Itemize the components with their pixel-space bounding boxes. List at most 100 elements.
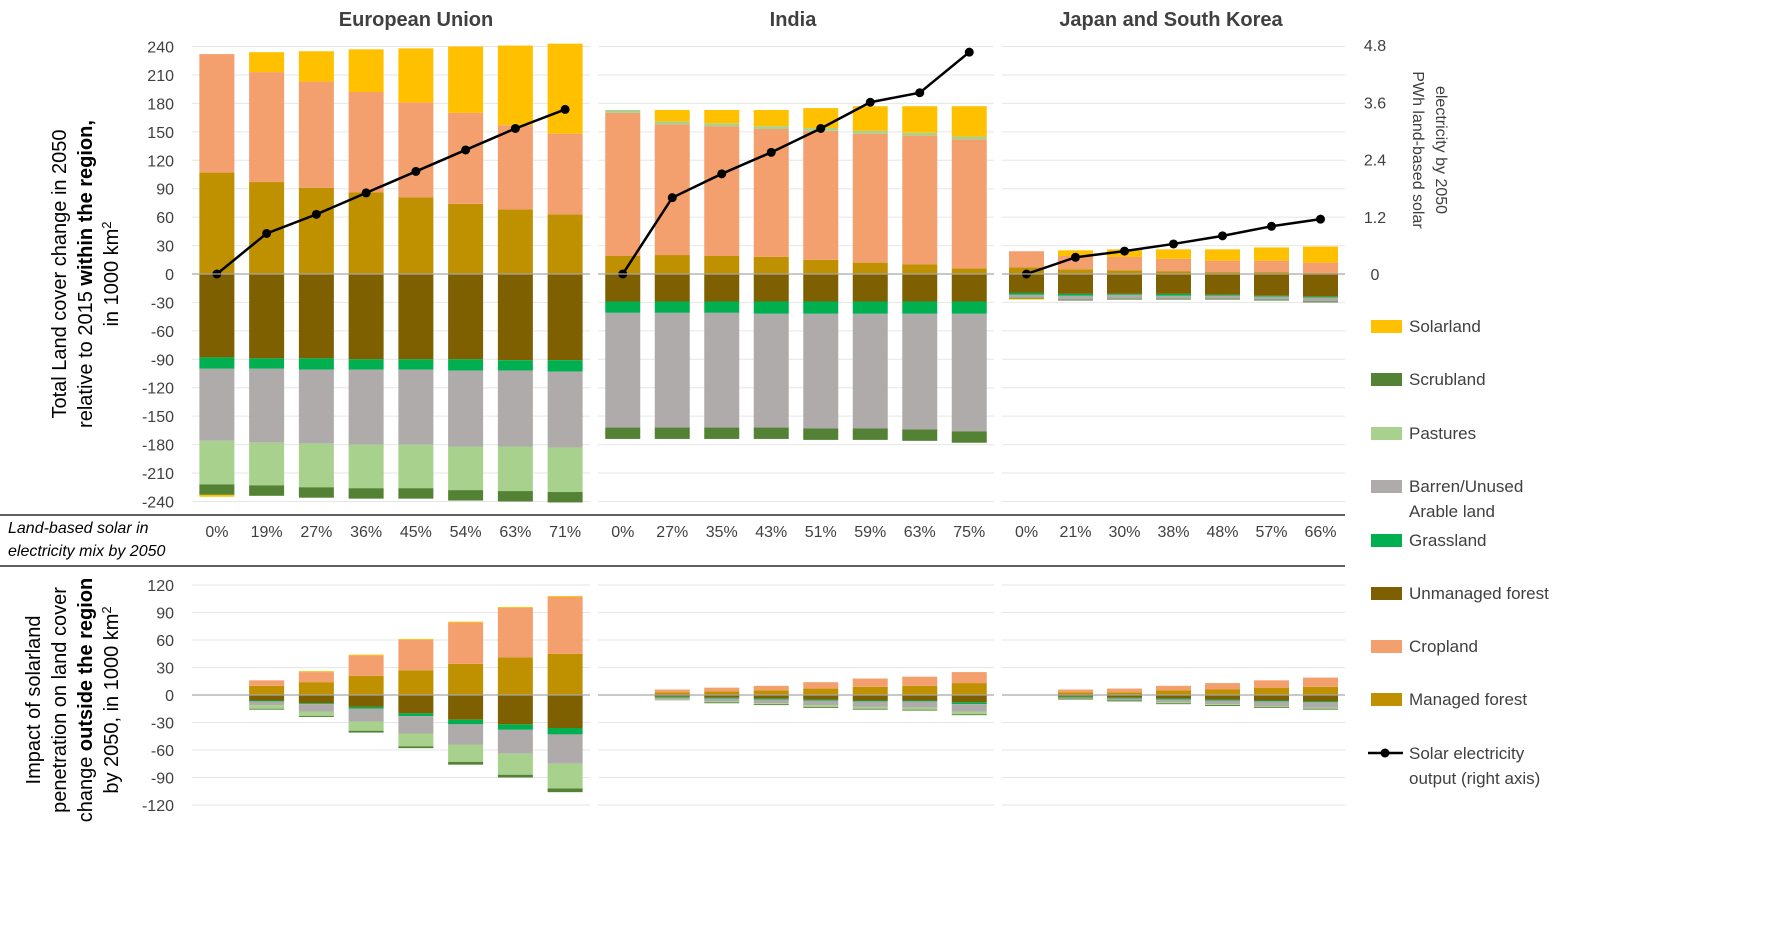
bar-top-european-union-solarland	[249, 52, 285, 73]
mix-label-india: 35%	[706, 524, 738, 541]
bar-top-european-union-managed-forest	[199, 172, 235, 274]
right-y-axis-label: PWh land-based solar	[1409, 71, 1426, 229]
bar-top-japan-and-south-korea-unmanaged-forest	[1156, 274, 1191, 294]
bar-top-european-union-barren-unused-arable-land	[547, 371, 583, 448]
bar-outside-european-union-grassland	[249, 700, 285, 702]
right-y-tick: 2.4	[1364, 153, 1386, 170]
bar-outside-japan-and-south-korea-scrubland	[1205, 705, 1240, 707]
bar-top-european-union-solarland	[298, 51, 334, 82]
bar-outside-european-union-cropland	[448, 622, 484, 664]
bar-outside-european-union-unmanaged-forest	[249, 695, 285, 701]
bar-top-european-union-pastures	[298, 443, 334, 488]
bar-top-european-union-solarland	[348, 49, 384, 93]
bar-outside-india-unmanaged-forest	[902, 695, 938, 701]
bar-top-japan-and-south-korea-grassland	[1254, 295, 1289, 297]
bar-top-india-unmanaged-forest	[654, 274, 690, 302]
mix-label-japan-and-south-korea: 30%	[1108, 524, 1140, 541]
bar-outside-european-union-scrubland	[547, 788, 583, 793]
bar-outside-india-barren-unused-arable-land	[704, 698, 740, 702]
bar-outside-european-union-managed-forest	[298, 682, 334, 695]
bar-top-japan-and-south-korea-barren-unused-arable-land	[1254, 296, 1289, 300]
solar-output-point-european-union	[411, 166, 421, 176]
bar-outside-japan-and-south-korea-unmanaged-forest	[1058, 695, 1093, 697]
bar-outside-japan-and-south-korea-barren-unused-arable-land	[1107, 698, 1142, 701]
solar-output-point-japan-and-south-korea	[1071, 252, 1080, 262]
bar-top-india-barren-unused-arable-land	[852, 313, 888, 429]
bar-outside-india-unmanaged-forest	[704, 695, 740, 698]
legend-label-managed-forest: Managed forest	[1409, 690, 1527, 709]
bar-outside-japan-and-south-korea-unmanaged-forest	[1205, 695, 1240, 700]
bar-outside-european-union-barren-unused-arable-land	[547, 734, 583, 764]
legend-swatch-managed-forest	[1371, 693, 1402, 706]
bar-top-japan-and-south-korea-unmanaged-forest	[1254, 274, 1289, 296]
bar-outside-japan-and-south-korea-pastures	[1205, 704, 1240, 706]
bar-top-european-union-cropland	[249, 72, 285, 183]
bar-top-japan-and-south-korea-solarland	[1254, 247, 1289, 261]
right-y-axis-label: electricity by 2050	[1432, 86, 1449, 214]
top-y-tick: -210	[142, 466, 174, 483]
bar-top-european-union-solarland	[497, 45, 533, 126]
bar-top-european-union-managed-forest	[448, 203, 484, 274]
bar-outside-european-union-managed-forest	[497, 657, 533, 695]
mix-label-japan-and-south-korea: 0%	[1015, 524, 1038, 541]
bar-outside-india-barren-unused-arable-land	[852, 701, 888, 707]
bar-outside-european-union-managed-forest	[547, 653, 583, 695]
bar-outside-india-pastures	[753, 703, 789, 705]
bar-top-india-cropland	[951, 139, 987, 269]
legend-swatch-grassland	[1371, 534, 1402, 547]
mix-label-european-union: 54%	[450, 524, 482, 541]
solar-output-point-india	[667, 193, 677, 203]
bar-outside-india-grassland	[902, 700, 938, 702]
bar-top-india-managed-forest	[654, 255, 690, 274]
bar-outside-european-union-solarland	[497, 606, 533, 608]
legend-label-grassland: Grassland	[1409, 531, 1486, 550]
legend-label-arable-land: Arable land	[1409, 502, 1495, 521]
bar-top-european-union-scrubland	[199, 484, 235, 495]
top-y-tick: 0	[165, 267, 174, 284]
bar-outside-japan-and-south-korea-managed-forest	[1205, 689, 1240, 695]
solar-output-point-japan-and-south-korea	[1316, 214, 1325, 224]
bar-outside-european-union-managed-forest	[448, 663, 484, 695]
right-y-tick: 4.8	[1364, 38, 1386, 55]
bar-outside-india-unmanaged-forest	[654, 695, 690, 697]
mix-label-european-union: 27%	[300, 524, 332, 541]
bar-outside-european-union-scrubland	[448, 761, 484, 765]
mix-label-european-union: 0%	[205, 524, 228, 541]
bottom-y-axis-label: change outside the region	[75, 578, 97, 823]
mix-label-india: 51%	[805, 524, 837, 541]
bar-outside-european-union-solarland	[298, 671, 334, 673]
top-y-axis-label-bold: within the region,	[75, 120, 97, 287]
bar-top-india-unmanaged-forest	[902, 274, 938, 302]
bar-outside-japan-and-south-korea-scrubland	[1058, 698, 1093, 700]
bar-outside-european-union-unmanaged-forest	[298, 695, 334, 704]
bar-top-japan-and-south-korea-cropland	[1156, 258, 1191, 272]
bar-top-india-managed-forest	[704, 255, 740, 274]
top-y-tick: -240	[142, 494, 174, 511]
bar-outside-european-union-solarland	[348, 654, 384, 656]
bar-outside-india-unmanaged-forest	[803, 695, 839, 700]
bar-outside-european-union-solarland	[448, 621, 484, 623]
bar-outside-india-scrubland	[951, 714, 987, 716]
bar-top-india-managed-forest	[753, 256, 789, 274]
bar-outside-india-pastures	[951, 711, 987, 715]
bar-top-european-union-scrubland	[497, 491, 533, 502]
bar-outside-india-scrubland	[803, 706, 839, 708]
solar-output-point-india	[816, 123, 826, 133]
bar-top-european-union-cropland	[298, 81, 334, 188]
bar-outside-japan-and-south-korea-barren-unused-arable-land	[1205, 700, 1240, 705]
bar-top-european-union-barren-unused-arable-land	[398, 369, 434, 445]
bar-top-india-barren-unused-arable-land	[902, 313, 938, 430]
bar-top-india-pastures	[902, 132, 938, 136]
solar-output-point-japan-and-south-korea	[1169, 239, 1178, 249]
bar-top-japan-and-south-korea-barren-unused-arable-land	[1156, 295, 1191, 299]
top-y-axis-label-part: relative to 2015	[75, 286, 97, 428]
bar-outside-european-union-pastures	[398, 733, 434, 747]
bar-outside-japan-and-south-korea-managed-forest	[1303, 686, 1338, 695]
bar-top-japan-and-south-korea-barren-unused-arable-land	[1303, 297, 1338, 302]
bar-top-india-grassland	[605, 301, 641, 313]
bar-top-european-union-solarland	[199, 494, 235, 497]
bar-outside-japan-and-south-korea-grassland	[1156, 698, 1191, 700]
bar-top-european-union-unmanaged-forest	[497, 274, 533, 361]
bar-outside-india-managed-forest	[753, 690, 789, 695]
mix-label-india: 59%	[854, 524, 886, 541]
